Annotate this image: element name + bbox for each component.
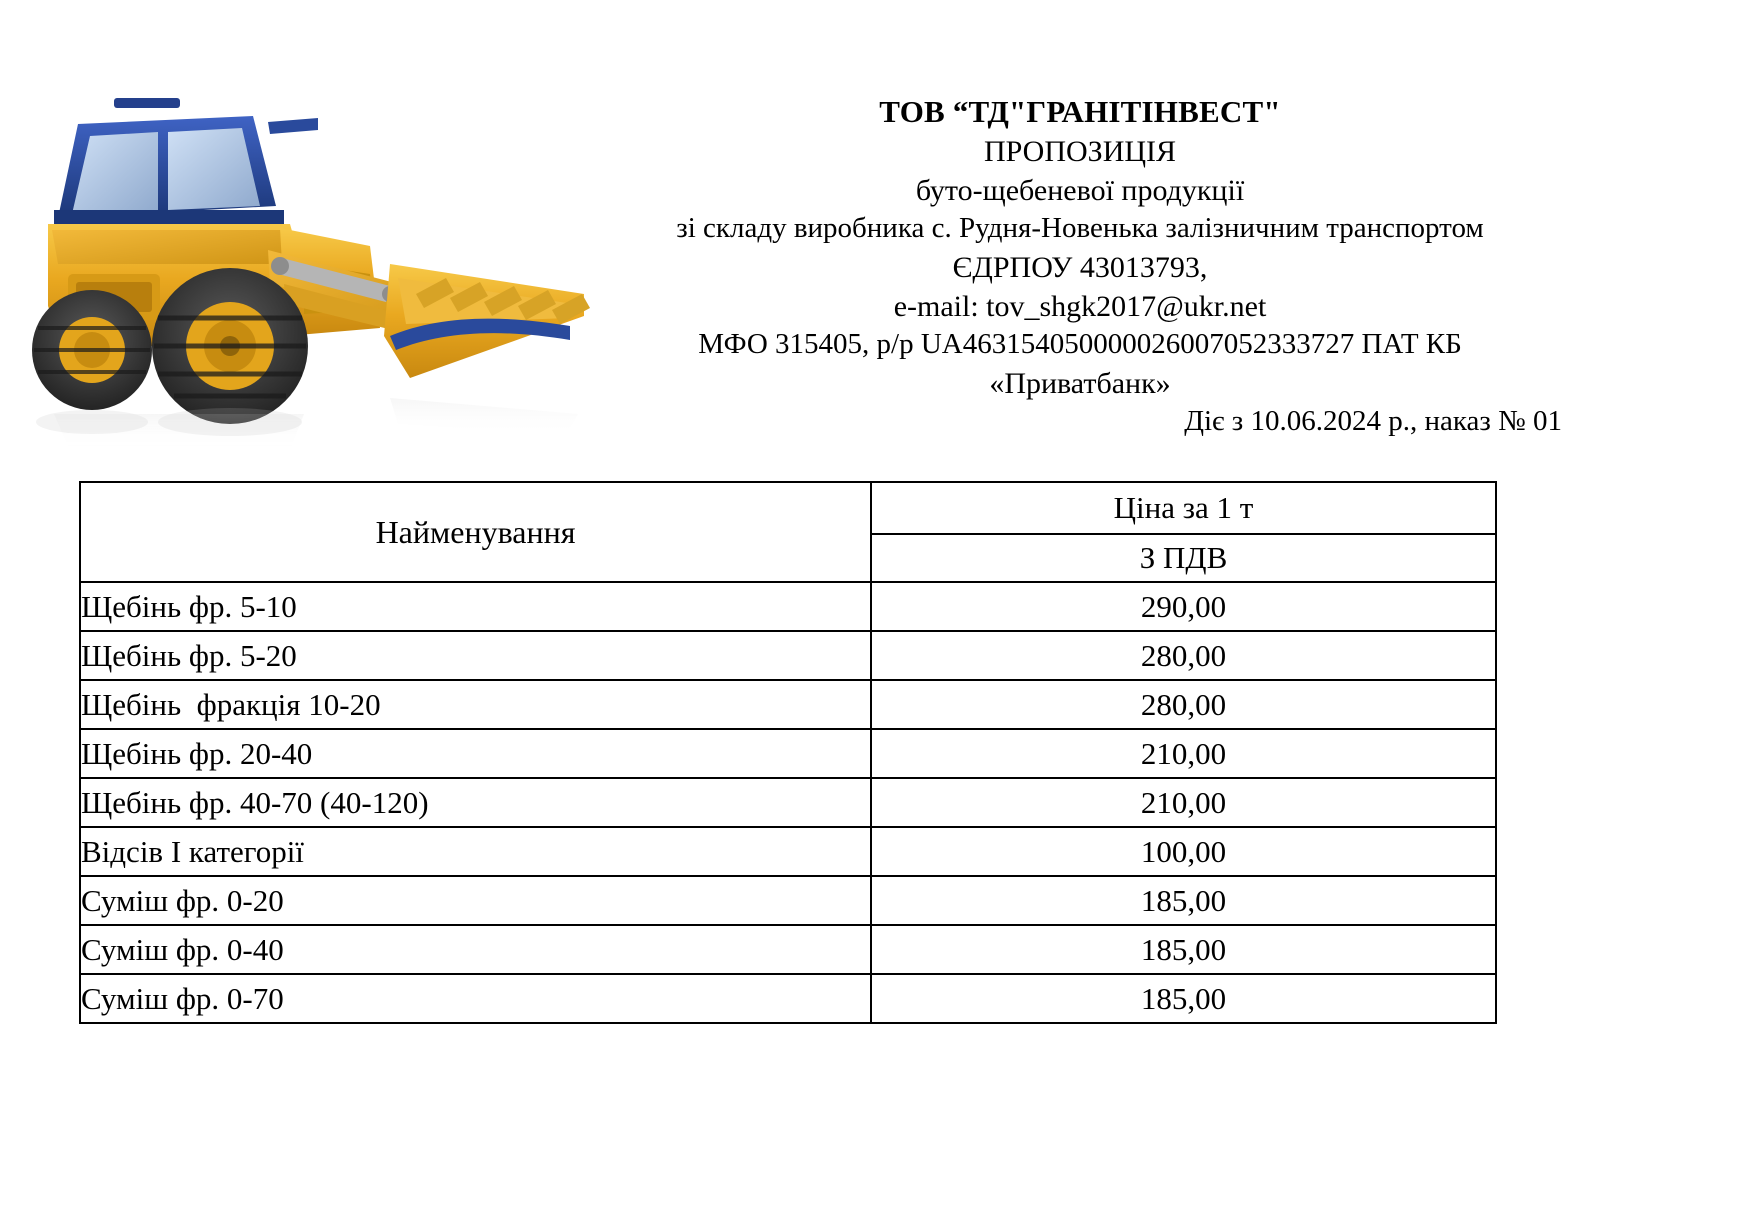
- bank-name: «Приватбанк»: [989, 366, 1171, 400]
- wheel-loader-image: [18, 78, 598, 458]
- product-price: 290,00: [870, 581, 1497, 632]
- company-name: ТОВ “ТД"ГРАНІТІНВЕСТ": [879, 94, 1281, 129]
- edrpou-code: ЄДРПОУ 43013793,: [952, 250, 1208, 284]
- product-price: 280,00: [870, 679, 1497, 730]
- product-name: Щебінь фр. 5-10: [79, 581, 872, 632]
- header-cell-price: Ціна за 1 т: [870, 481, 1497, 535]
- header-text-block: ТОВ “ТД"ГРАНІТІНВЕСТ" ПРОПОЗИЦІЯ буто-ще…: [580, 92, 1580, 440]
- header-cell-vat: З ПДВ: [870, 533, 1497, 583]
- table-row: Суміш фр. 0-70 185,00: [79, 973, 1497, 1024]
- effective-date: Діє з 10.06.2024 р., наказ № 01: [1184, 404, 1562, 437]
- table-row: Суміш фр. 0-40 185,00: [79, 924, 1497, 975]
- product-name: Щебінь фр. 40-70 (40-120): [79, 777, 872, 828]
- table-row: Відсів І категорії 100,00: [79, 826, 1497, 877]
- product-price: 210,00: [870, 728, 1497, 779]
- table-row: Суміш фр. 0-20 185,00: [79, 875, 1497, 926]
- product-name: Суміш фр. 0-20: [79, 875, 872, 926]
- product-name: Суміш фр. 0-40: [79, 924, 872, 975]
- table-subheader-row: З ПДВ: [80, 533, 1497, 583]
- product-price: 210,00: [870, 777, 1497, 828]
- header-cell-name: Найменування: [79, 481, 872, 583]
- product-price: 185,00: [870, 924, 1497, 975]
- product-name: Суміш фр. 0-70: [79, 973, 872, 1024]
- source-description: зі складу виробника с. Рудня-Новенька за…: [676, 212, 1484, 245]
- product-price: 185,00: [870, 875, 1497, 926]
- table-row: Щебінь фр. 5-20 280,00: [79, 630, 1497, 681]
- product-name: Відсів І категорії: [79, 826, 872, 877]
- product-price: 100,00: [870, 826, 1497, 877]
- document-header: ТОВ “ТД"ГРАНІТІНВЕСТ" ПРОПОЗИЦІЯ буто-ще…: [0, 0, 1759, 468]
- email-address: e-mail: tov_shgk2017@ukr.net: [893, 289, 1267, 323]
- product-description: буто-щебеневої продукції: [915, 174, 1245, 208]
- table-row: Щебінь фракція 10-20 280,00: [79, 679, 1497, 730]
- table-row: Щебінь фр. 40-70 (40-120) 210,00: [79, 777, 1497, 828]
- product-name: Щебінь фр. 20-40: [79, 728, 872, 779]
- table-row: Щебінь фр. 20-40 210,00: [79, 728, 1497, 779]
- table-header-row: Найменування Ціна за 1 т: [79, 481, 1497, 583]
- product-price: 185,00: [870, 973, 1497, 1024]
- bank-account-details: МФО 315405, р/р UA4631540500000260070523…: [698, 327, 1462, 360]
- price-list-table: Найменування Ціна за 1 т З ПДВ Щебінь фр…: [79, 481, 1497, 1024]
- document-type: ПРОПОЗИЦІЯ: [983, 135, 1177, 169]
- product-name: Щебінь фракція 10-20: [79, 679, 872, 730]
- table-row: Щебінь фр. 5-10 290,00: [79, 581, 1497, 632]
- product-price: 280,00: [870, 630, 1497, 681]
- product-name: Щебінь фр. 5-20: [79, 630, 872, 681]
